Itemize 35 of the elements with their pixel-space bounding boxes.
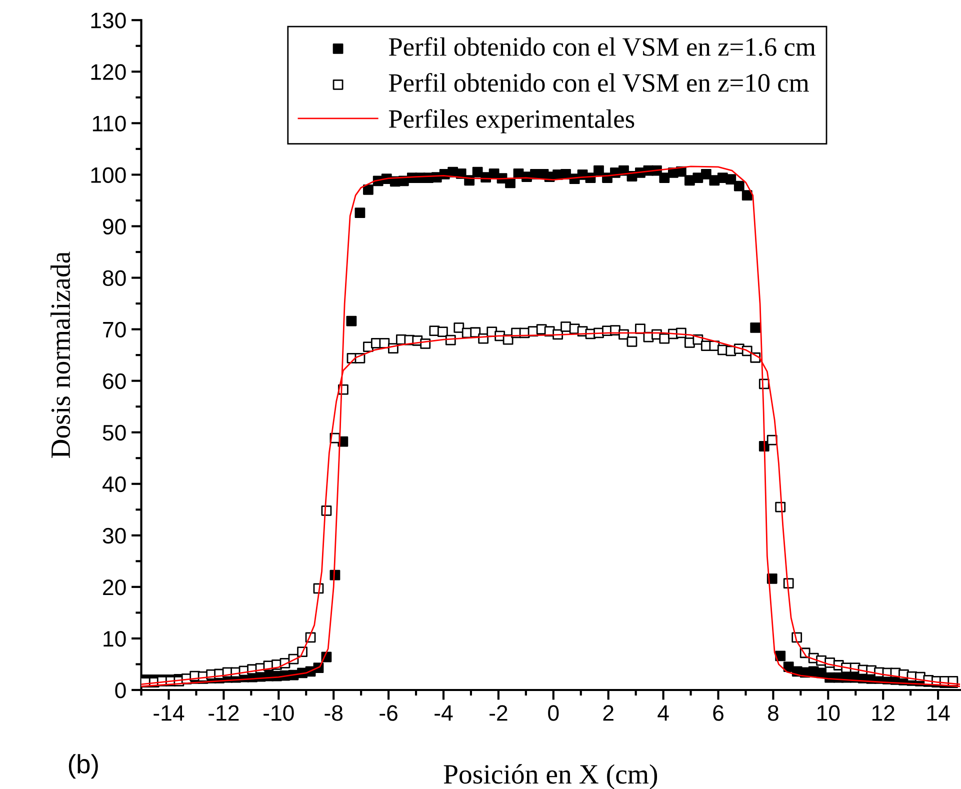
x-tick-label: -10: [264, 705, 294, 721]
x-tick-label: 10: [817, 705, 840, 721]
y-tick-label: 120: [91, 64, 126, 80]
x-tick-label: -12: [208, 705, 239, 721]
legend-label: Perfil obtenido con el VSM en z=1.6 cm: [388, 37, 816, 56]
x-tick-label: 6: [713, 705, 724, 721]
y-tick-label: 80: [102, 270, 126, 286]
text: (b): [68, 754, 98, 779]
y-tick-label: 110: [92, 116, 126, 132]
y-tick-label: 40: [102, 476, 126, 492]
y-tick-label: 90: [103, 218, 126, 234]
x-tick-label: 8: [768, 705, 778, 721]
y-tick-label: 130: [91, 12, 126, 28]
x-tick-label: 2: [603, 705, 614, 721]
x-tick-label: -6: [380, 705, 398, 721]
y-tick-label: 20: [103, 579, 126, 596]
y-tick-label: 60: [103, 373, 126, 390]
x-tick-label: -8: [324, 705, 343, 721]
y-tick-label: 30: [102, 528, 126, 544]
y-tick-label: 0: [115, 682, 126, 698]
x-tick-label: -4: [434, 705, 453, 721]
y-tick-label: 70: [103, 322, 126, 338]
x-tick-label: -2: [490, 705, 508, 721]
legend-label: Perfiles experimentales: [388, 109, 634, 134]
y-tick-label: 10: [104, 630, 126, 647]
x-tick-label: 12: [872, 705, 894, 721]
x-axis-title: Posición en X (cm): [444, 764, 658, 789]
y-tick-label: 100: [91, 167, 126, 183]
y-tick-label: 50: [102, 424, 126, 441]
x-tick-label: 14: [927, 705, 950, 721]
x-tick-label: -14: [154, 705, 184, 721]
legend-label: Perfil obtenido con el VSM en z=10 cm: [388, 73, 809, 92]
x-tick-label: 0: [548, 705, 559, 721]
y-axis-title: Dosis normalizada: [50, 252, 70, 458]
x-tick-label: 4: [658, 705, 669, 721]
